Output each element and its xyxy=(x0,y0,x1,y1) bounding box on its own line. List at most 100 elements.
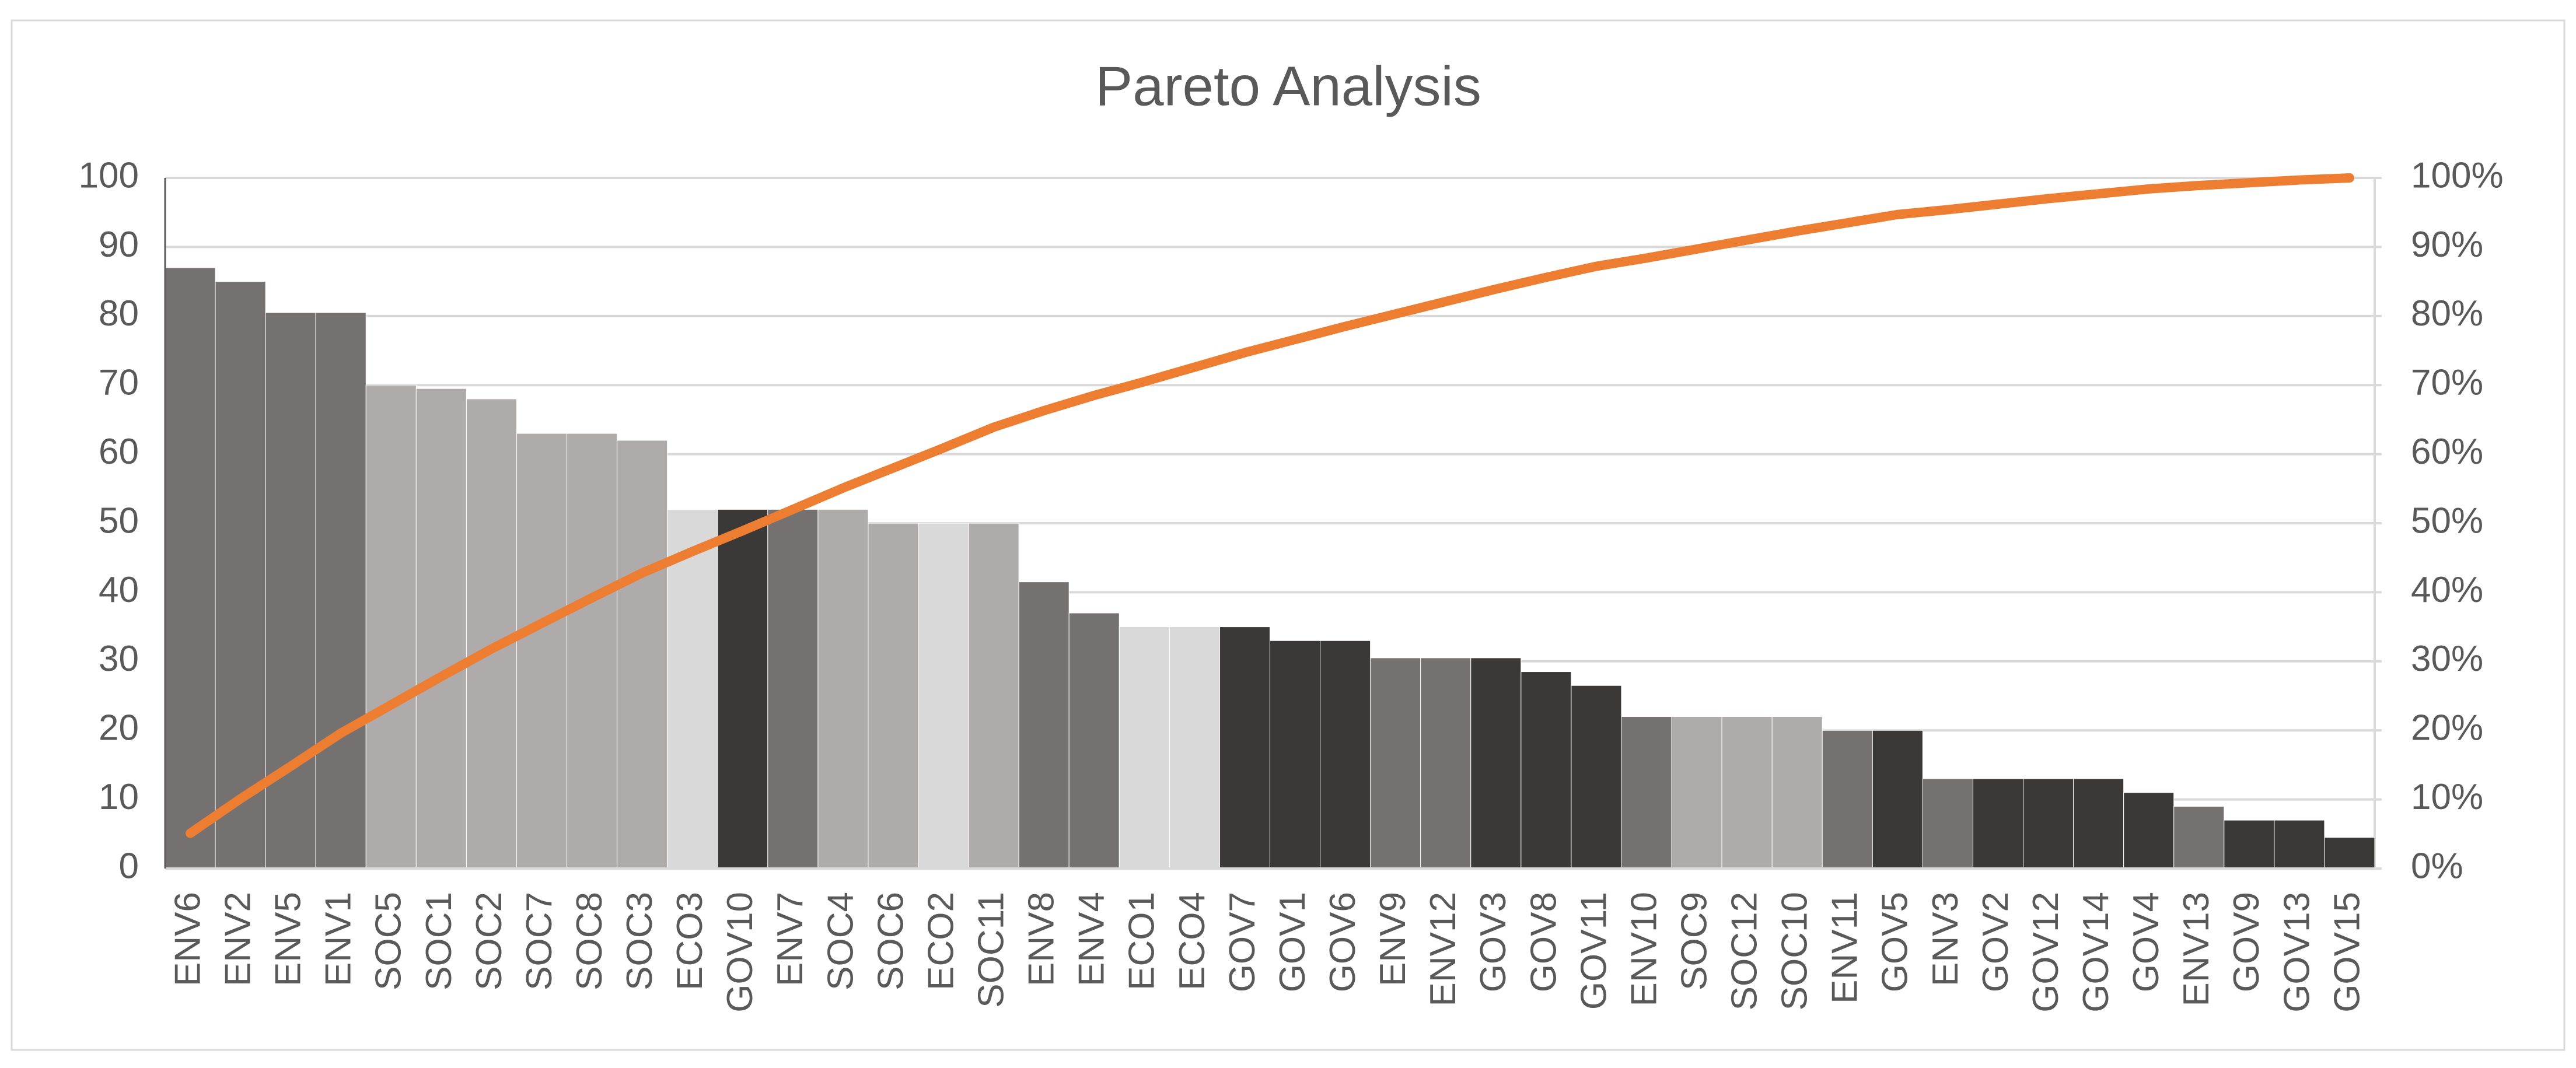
x-tick-label: GOV12 xyxy=(2026,892,2066,1013)
x-tick-label: GOV13 xyxy=(2277,892,2317,1013)
x-tick-label: GOV7 xyxy=(1222,892,1263,992)
x-tick-label: ENV8 xyxy=(1022,892,1062,986)
x-tick-label: SOC8 xyxy=(569,892,610,990)
y-tick-label: 70 xyxy=(99,363,139,403)
bar xyxy=(1018,582,1069,869)
x-tick-label: SOC10 xyxy=(1775,892,1815,1010)
bar xyxy=(1169,626,1220,869)
x-tick-label: ENV4 xyxy=(1072,892,1112,986)
bar xyxy=(1771,716,1823,869)
x-tick-label: GOV4 xyxy=(2126,892,2166,992)
x-tick-label: GOV14 xyxy=(2076,892,2116,1013)
bar xyxy=(1270,640,1321,869)
x-tick-label: SOC5 xyxy=(369,892,409,990)
y2-tick-label: 80% xyxy=(2411,293,2483,334)
bar xyxy=(2073,778,2124,869)
bar xyxy=(466,398,517,869)
y-tick-label: 30 xyxy=(99,639,139,679)
bar xyxy=(516,433,568,869)
x-tick-label: GOV11 xyxy=(1574,892,1614,1010)
bar xyxy=(968,523,1019,869)
bar xyxy=(1370,657,1421,869)
bar xyxy=(1872,730,1923,869)
y2-tick-label: 90% xyxy=(2411,225,2483,265)
bar xyxy=(265,312,316,869)
bar xyxy=(1822,730,1873,869)
x-tick-label: SOC4 xyxy=(820,892,861,990)
bar xyxy=(868,523,919,869)
x-tick-label: GOV10 xyxy=(720,892,760,1013)
bar xyxy=(215,281,266,869)
y-tick-label: 80 xyxy=(99,293,139,334)
y-tick-label: 0 xyxy=(119,846,139,886)
bar xyxy=(1972,778,2024,869)
bar xyxy=(918,523,969,869)
x-tick-label: ENV10 xyxy=(1624,892,1664,1006)
bar xyxy=(1721,716,1773,869)
y2-tick-label: 30% xyxy=(2411,639,2483,679)
y-tick-label: 100 xyxy=(79,155,139,195)
bar xyxy=(165,267,216,869)
x-tick-label: ECO3 xyxy=(670,892,710,990)
cumulative-line xyxy=(186,173,2354,838)
x-tick-label: ENV12 xyxy=(1423,892,1463,1006)
x-tick-label: ENV1 xyxy=(319,892,359,986)
bar xyxy=(1219,626,1271,869)
y2-tick-label: 20% xyxy=(2411,708,2483,748)
y2-tick-label: 40% xyxy=(2411,570,2483,610)
bar xyxy=(1671,716,1722,869)
x-tick-label: GOV3 xyxy=(1473,892,1514,992)
x-tick-label: GOV9 xyxy=(2227,892,2267,992)
bar xyxy=(2023,778,2074,869)
bar xyxy=(1320,640,1371,869)
x-tick-label: ENV11 xyxy=(1825,892,1865,1004)
y-tick-label: 20 xyxy=(99,708,139,748)
y2-tick-label: 60% xyxy=(2411,432,2483,472)
bar xyxy=(767,509,819,869)
y2-tick-label: 0% xyxy=(2411,846,2463,886)
x-tick-label: GOV1 xyxy=(1273,892,1313,992)
bar xyxy=(1470,657,1522,869)
x-tick-label: SOC9 xyxy=(1674,892,1714,990)
x-tick-label: GOV5 xyxy=(1875,892,1916,992)
x-tick-label: SOC6 xyxy=(871,892,911,990)
y2-tick-label: 100% xyxy=(2411,155,2504,195)
bar xyxy=(717,509,768,869)
x-tick-label: ECO4 xyxy=(1172,892,1212,990)
x-tick-label: SOC3 xyxy=(620,892,660,990)
x-tick-label: ENV9 xyxy=(1373,892,1413,986)
x-tick-label: GOV2 xyxy=(1976,892,2016,992)
y-tick-label: 90 xyxy=(99,225,139,265)
bar xyxy=(2274,820,2325,869)
bar xyxy=(1571,685,1622,869)
y-tick-label: 40 xyxy=(99,570,139,610)
bar xyxy=(1068,612,1120,869)
x-tick-label: SOC7 xyxy=(519,892,560,990)
x-tick-label: ENV3 xyxy=(1925,892,1966,986)
x-tick-label: ENV2 xyxy=(218,892,258,986)
y2-tick-label: 70% xyxy=(2411,363,2483,403)
x-tick-label: SOC12 xyxy=(1725,892,1765,1010)
x-tick-label: GOV15 xyxy=(2327,892,2367,1013)
chart-title: Pareto Analysis xyxy=(1095,55,1481,117)
x-tick-label: SOC2 xyxy=(469,892,509,990)
bar xyxy=(1119,626,1170,869)
y2-tick-label: 50% xyxy=(2411,500,2483,541)
bar xyxy=(365,384,417,869)
bar xyxy=(2324,837,2375,869)
x-tick-label: SOC1 xyxy=(419,892,459,990)
bar xyxy=(2173,806,2225,869)
y-tick-label: 60 xyxy=(99,432,139,472)
bar xyxy=(415,388,467,869)
bar xyxy=(1621,716,1672,869)
x-tick-label: ENV13 xyxy=(2176,892,2217,1006)
bar xyxy=(2224,820,2275,869)
y-tick-label: 10 xyxy=(99,777,139,817)
x-tick-label: GOV6 xyxy=(1323,892,1363,992)
x-tick-label: GOV8 xyxy=(1523,892,1564,992)
y2-tick-label: 10% xyxy=(2411,777,2483,817)
x-tick-label: SOC11 xyxy=(971,892,1012,1008)
bar xyxy=(1922,778,1973,869)
